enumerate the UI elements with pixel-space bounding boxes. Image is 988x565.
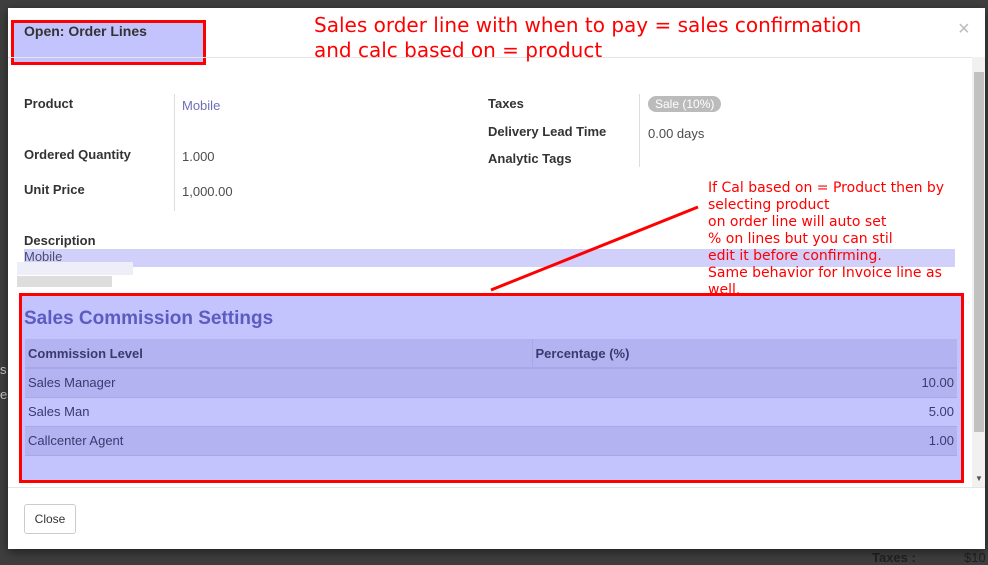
product-label: Product: [24, 96, 74, 111]
background-taxes-value: $10: [964, 550, 986, 565]
ordered-quantity-field[interactable]: 1.000: [182, 149, 215, 164]
background-taxes-label: Taxes :: [872, 550, 916, 565]
product-field[interactable]: Mobile: [182, 98, 221, 113]
dialog-title: Open: Order Lines: [24, 23, 147, 39]
order-line-dialog: Open: Order Lines × Sales order line wit…: [8, 8, 985, 549]
column-header-commission-level[interactable]: Commission Level: [25, 339, 532, 369]
commission-level: Callcenter Agent: [25, 426, 532, 456]
analytic-tags-label: Analytic Tags: [488, 151, 572, 166]
annotation-line: edit it before confirming.: [708, 248, 882, 264]
blurred-area: [17, 276, 112, 287]
taxes-label: Taxes: [488, 96, 524, 111]
commission-percentage: 10.00: [532, 368, 957, 398]
table-row[interactable]: Sales Man 5.00: [25, 397, 957, 427]
ordered-quantity-label: Ordered Quantity: [24, 147, 131, 162]
annotation-side: If Cal based on = Product then by select…: [708, 180, 944, 299]
commission-title: Sales Commission Settings: [24, 308, 274, 329]
annotation-line: If Cal based on = Product then by: [708, 180, 945, 196]
table-row[interactable]: Sales Manager 10.00: [25, 368, 957, 398]
scrollbar-thumb[interactable]: [974, 72, 984, 432]
annotation-line: % on lines but you can stil: [708, 231, 893, 247]
delivery-lead-time-label: Delivery Lead Time: [488, 124, 607, 139]
commission-level: Sales Man: [25, 397, 532, 427]
close-button[interactable]: Close: [24, 504, 76, 534]
annotation-line: selecting product: [708, 197, 830, 213]
description-label: Description: [24, 233, 96, 248]
commission-section: Sales Commission Settings Commission Lev…: [19, 293, 964, 483]
description-value: Mobile: [24, 249, 63, 264]
annotation-line: on order line will auto set: [708, 214, 887, 230]
tax-badge[interactable]: Sale (10%): [648, 96, 722, 112]
annotation-line: Sales order line with when to pay = sale…: [314, 13, 862, 37]
annotation-line: and calc based on = product: [314, 38, 603, 62]
background-text: s: [0, 362, 7, 377]
annotation-arrow: [490, 205, 699, 292]
unit-price-field[interactable]: 1,000.00: [182, 184, 233, 199]
field-divider: [639, 94, 640, 167]
description-field[interactable]: Mobile: [24, 249, 955, 267]
scroll-down-icon[interactable]: ▼: [975, 474, 983, 483]
commission-table: Commission Level Percentage (%) Sales Ma…: [25, 339, 957, 456]
unit-price-label: Unit Price: [24, 182, 85, 197]
field-divider: [174, 94, 175, 211]
commission-percentage: 1.00: [532, 426, 957, 456]
annotation-line: Same behavior for Invoice line as: [708, 265, 942, 281]
blurred-area: [17, 262, 133, 275]
footer-divider: [8, 487, 985, 488]
commission-percentage: 5.00: [532, 397, 957, 427]
header-divider: [8, 57, 985, 58]
close-icon[interactable]: ×: [958, 18, 970, 40]
delivery-lead-time-field[interactable]: 0.00 days: [648, 126, 705, 141]
commission-level: Sales Manager: [25, 368, 532, 398]
column-header-percentage[interactable]: Percentage (%): [531, 339, 957, 369]
table-row[interactable]: Callcenter Agent 1.00: [25, 426, 957, 456]
annotation-top: Sales order line with when to pay = sale…: [314, 13, 861, 63]
